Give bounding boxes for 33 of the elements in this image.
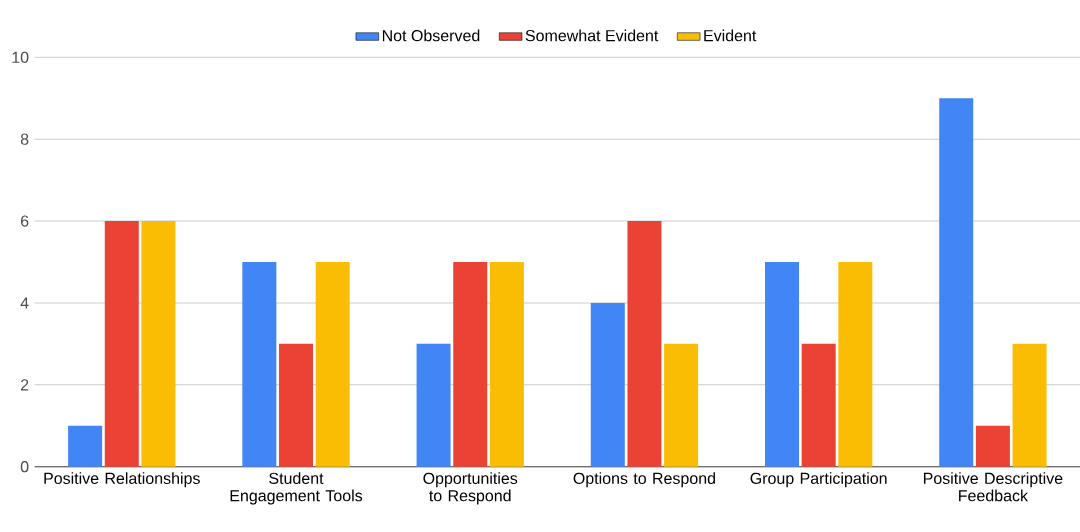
bar — [104, 221, 139, 467]
bar — [627, 221, 662, 467]
y-tick-label: 0 — [20, 461, 29, 473]
bar — [453, 262, 488, 467]
bar — [590, 302, 625, 467]
x-tick-label: Group Participation — [750, 472, 887, 488]
bar — [1012, 343, 1047, 467]
bar — [975, 425, 1010, 467]
bar — [939, 98, 974, 467]
bar — [279, 343, 314, 467]
x-tick-label: Opportunities to Respond — [423, 472, 518, 505]
y-tick-label: 4 — [20, 297, 29, 309]
y-tick-label: 6 — [20, 215, 29, 227]
bar — [838, 262, 873, 467]
x-tick-label: Positive Descriptive Feedback — [923, 472, 1063, 502]
legend-label: Not Observed — [382, 29, 480, 42]
bar — [242, 262, 277, 467]
bar — [315, 262, 350, 467]
bar — [801, 343, 836, 467]
y-tick-label: 2 — [20, 379, 29, 391]
bar — [664, 343, 699, 467]
x-tick-label: Student Engagement Tools — [230, 472, 363, 505]
legend-label: Evident — [704, 29, 757, 42]
bar — [141, 221, 176, 467]
legend-label: Somewhat Evident — [525, 29, 659, 42]
x-tick-label: Positive Relationships — [44, 472, 200, 488]
y-tick-label: 10 — [12, 51, 29, 63]
bar — [416, 343, 451, 467]
bar — [489, 262, 524, 467]
y-tick-label: 8 — [20, 133, 29, 145]
bar — [68, 425, 103, 467]
bar — [765, 262, 800, 467]
x-tick-label: Options to Respond — [573, 472, 715, 488]
